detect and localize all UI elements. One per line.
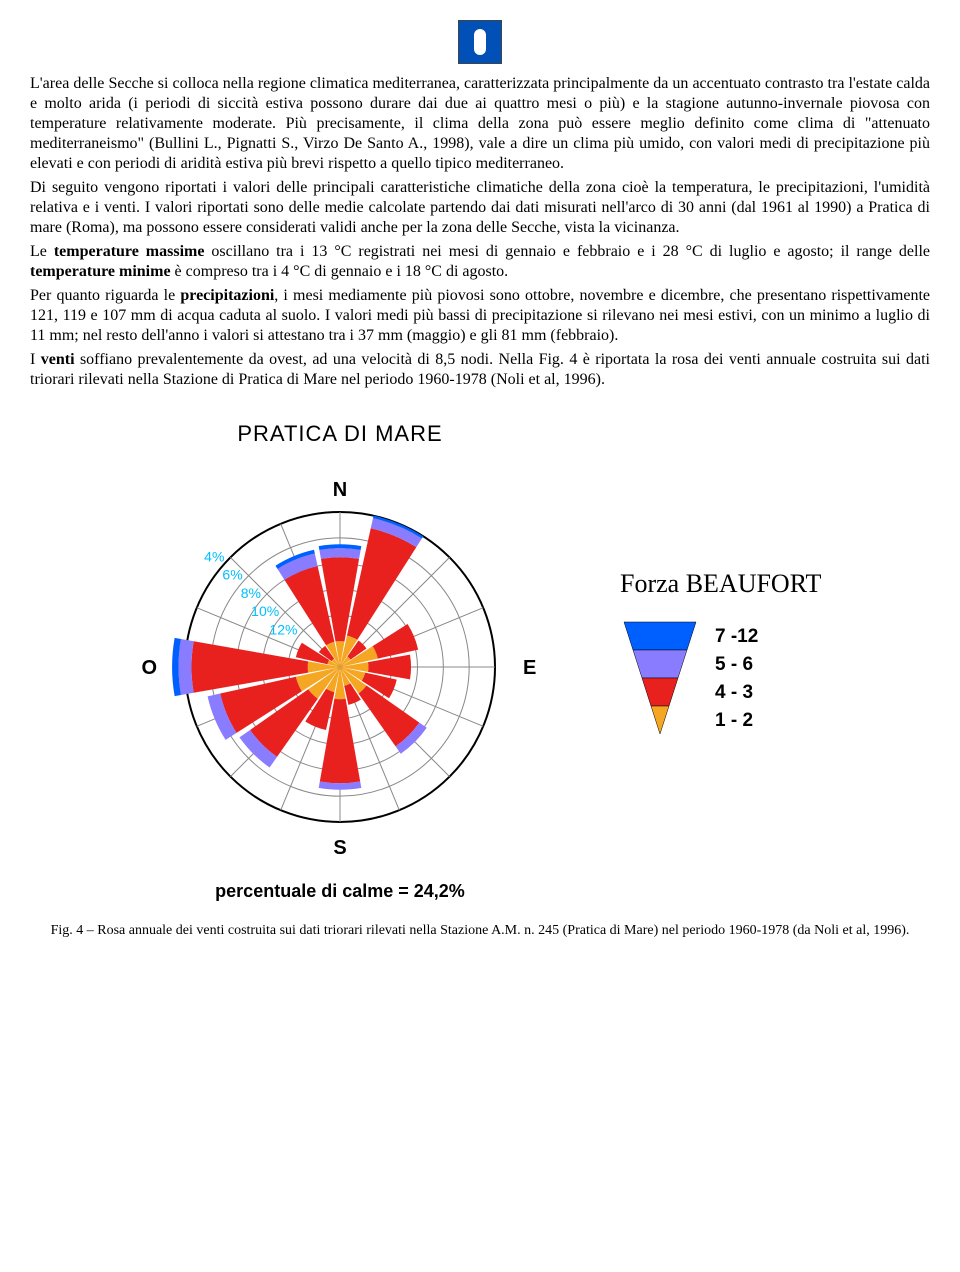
paragraph-5: I venti soffiano prevalentemente da oves… <box>30 350 930 390</box>
svg-text:S: S <box>333 837 346 859</box>
svg-text:E: E <box>523 657 536 679</box>
bold: precipitazioni <box>180 287 274 304</box>
svg-text:6%: 6% <box>222 566 242 582</box>
text: è compreso tra i 4 °C di gennaio e i 18 … <box>171 263 509 280</box>
svg-text:N: N <box>333 479 347 501</box>
legend-svg: 7 -12 5 - 6 4 - 3 1 - 2 <box>620 614 830 754</box>
text: oscillano tra i 13 °C registrati nei mes… <box>204 243 930 260</box>
rose-calms: percentuale di calme = 24,2% <box>130 880 550 903</box>
svg-text:4%: 4% <box>204 548 224 564</box>
rose-title: PRATICA DI MARE <box>130 420 550 448</box>
legend-title: Forza BEAUFORT <box>620 568 830 601</box>
bold: temperature minime <box>30 263 171 280</box>
bold: temperature massime <box>54 243 205 260</box>
svg-text:10%: 10% <box>251 603 279 619</box>
svg-text:5 - 6: 5 - 6 <box>715 654 753 675</box>
beaufort-legend: Forza BEAUFORT 7 -12 5 - 6 4 - 3 1 - 2 <box>620 568 830 755</box>
svg-text:O: O <box>141 657 157 679</box>
bold: venti <box>41 351 75 368</box>
text: Per quanto riguarda le <box>30 287 180 304</box>
svg-text:12%: 12% <box>269 621 297 637</box>
text: soffiano prevalentemente da ovest, ad un… <box>30 351 930 388</box>
text: I <box>30 351 41 368</box>
wind-rose-chart: N S E O 4% 6% 8% 10% 12% <box>130 452 550 872</box>
paragraph-1: L'area delle Secche si colloca nella reg… <box>30 74 930 174</box>
paragraph-4: Per quanto riguarda le precipitazioni, i… <box>30 286 930 346</box>
svg-text:4 - 3: 4 - 3 <box>715 682 753 703</box>
header-logo <box>458 20 502 64</box>
svg-text:1 - 2: 1 - 2 <box>715 710 753 731</box>
svg-text:8%: 8% <box>241 584 261 600</box>
text: Le <box>30 243 54 260</box>
figure-caption: Fig. 4 – Rosa annuale dei venti costruit… <box>30 922 930 940</box>
paragraph-3: Le temperature massime oscillano tra i 1… <box>30 242 930 282</box>
svg-text:7 -12: 7 -12 <box>715 626 758 647</box>
paragraph-2: Di seguito vengono riportati i valori de… <box>30 178 930 238</box>
wind-rose-figure: PRATICA DI MARE N S E O 4% 6% 8% 10% 12% percent… <box>30 420 930 902</box>
